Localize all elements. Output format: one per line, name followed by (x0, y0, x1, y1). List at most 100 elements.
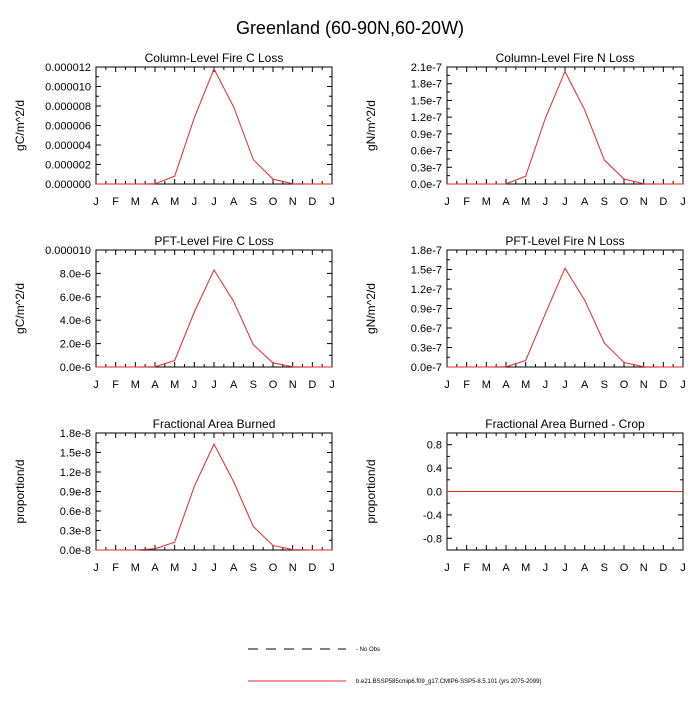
y-tick-label: 0.0 (427, 487, 442, 499)
x-tick-label: M (482, 562, 491, 574)
x-tick-label: M (131, 562, 140, 574)
y-axis-label: proportion/d (13, 459, 27, 523)
y-tick-label: 1.2e-7 (411, 112, 442, 124)
panel-title: Column-Level Fire C Loss (145, 51, 284, 65)
x-tick-label: J (329, 379, 335, 391)
x-tick-label: J (444, 379, 450, 391)
y-tick-label: 0.0e-7 (411, 362, 442, 374)
x-tick-label: A (502, 196, 510, 208)
x-tick-label: F (112, 562, 119, 574)
y-axis-label: gN/m^2/d (364, 100, 378, 151)
y-tick-label: 0.9e-7 (411, 304, 442, 316)
plot-frame (446, 66, 684, 185)
x-tick-label: J (93, 196, 99, 208)
y-tick-label: 2.0e-6 (60, 339, 91, 351)
y-axis-label: proportion/d (364, 459, 378, 523)
panel-title: Fractional Area Burned - Crop (485, 417, 645, 431)
y-tick-label: 0.6e-7 (411, 323, 442, 335)
x-tick-label: S (250, 379, 257, 391)
x-tick-label: M (482, 196, 491, 208)
y-tick-label: 0.000008 (45, 101, 91, 113)
x-tick-label: O (269, 562, 278, 574)
figure-title: Greenland (60-90N,60-20W) (236, 18, 464, 38)
y-tick-label: -0.8 (423, 533, 442, 545)
y-tick-label: 0.9e-7 (411, 129, 442, 141)
x-tick-label: O (620, 562, 629, 574)
y-tick-label: 1.5e-7 (411, 265, 442, 277)
x-tick-label: A (581, 379, 589, 391)
x-tick-label: J (211, 196, 217, 208)
x-tick-label: A (230, 562, 238, 574)
x-tick-label: F (463, 379, 470, 391)
y-tick-label: 0.9e-8 (60, 487, 91, 499)
x-tick-label: N (289, 196, 297, 208)
y-tick-label: 0.3e-8 (60, 526, 91, 538)
x-tick-label: D (308, 379, 316, 391)
legend-item-1: - No Obs (248, 647, 380, 653)
legend: - No Obs b.e21.BSSP585cmip6.f09_g17.CMIP6… (248, 647, 541, 685)
x-tick-label: O (269, 379, 278, 391)
y-tick-label: 1.2e-7 (411, 284, 442, 296)
y-tick-label: 8.0e-6 (60, 268, 91, 280)
x-tick-label: O (620, 196, 629, 208)
x-tick-label: D (659, 562, 667, 574)
y-tick-label: 1.5e-8 (60, 448, 91, 460)
x-tick-label: J (680, 379, 686, 391)
x-tick-label: J (329, 196, 335, 208)
plot-frame (95, 249, 333, 368)
y-tick-label: 0.0e-8 (60, 545, 91, 557)
x-tick-label: A (502, 379, 510, 391)
x-tick-label: M (521, 562, 530, 574)
x-tick-label: O (620, 379, 629, 391)
x-tick-label: F (112, 196, 119, 208)
panel-title: Column-Level Fire N Loss (496, 51, 635, 65)
x-tick-label: A (151, 196, 159, 208)
x-tick-label: F (463, 196, 470, 208)
x-tick-label: J (562, 562, 568, 574)
x-tick-label: M (521, 379, 530, 391)
x-tick-label: N (289, 379, 297, 391)
y-tick-label: 0.0e-7 (411, 179, 442, 191)
x-tick-label: M (131, 379, 140, 391)
x-tick-label: J (93, 379, 99, 391)
y-tick-label: 0.000012 (45, 62, 91, 74)
x-tick-label: S (250, 562, 257, 574)
y-tick-label: 0.8 (427, 440, 442, 452)
legend-item-2: b.e21.BSSP585cmip6.f09_g17.CMIP6-SSP5-8.… (248, 679, 541, 685)
x-tick-label: J (444, 562, 450, 574)
x-tick-label: J (543, 196, 549, 208)
x-tick-label: N (640, 379, 648, 391)
x-tick-label: S (601, 379, 608, 391)
y-tick-label: 1.8e-7 (411, 245, 442, 257)
x-tick-label: J (192, 562, 198, 574)
y-tick-label: 0.6e-8 (60, 506, 91, 518)
x-tick-label: J (444, 196, 450, 208)
y-tick-label: 4.0e-6 (60, 315, 91, 327)
y-tick-label: 0.000002 (45, 160, 91, 172)
y-tick-label: 0.0e-6 (60, 362, 91, 374)
y-tick-label: 0.000000 (45, 179, 91, 191)
panel-title: PFT-Level Fire C Loss (154, 234, 273, 248)
x-tick-label: J (680, 196, 686, 208)
x-tick-label: J (543, 379, 549, 391)
x-tick-label: J (192, 379, 198, 391)
x-tick-label: M (131, 196, 140, 208)
x-tick-label: N (289, 562, 297, 574)
plot-frame (95, 432, 333, 551)
x-tick-label: J (680, 562, 686, 574)
x-tick-label: J (543, 562, 549, 574)
series-line (447, 267, 683, 368)
y-tick-label: -0.4 (423, 510, 442, 522)
x-tick-label: A (151, 562, 159, 574)
x-tick-label: S (250, 196, 257, 208)
x-tick-label: A (581, 562, 589, 574)
y-tick-label: 0.4 (427, 463, 442, 475)
x-tick-label: J (211, 379, 217, 391)
y-tick-label: 0.000010 (45, 82, 91, 94)
y-axis-label: gC/m^2/d (13, 283, 27, 334)
y-tick-label: 6.0e-6 (60, 292, 91, 304)
